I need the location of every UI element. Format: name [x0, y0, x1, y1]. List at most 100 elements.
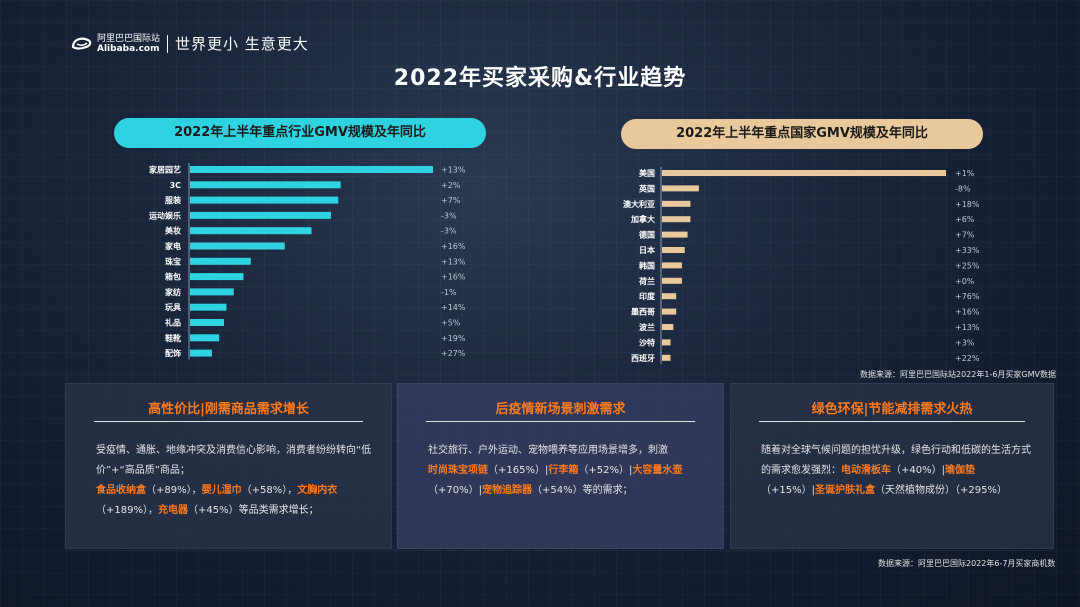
yoy-label: +6% — [955, 215, 975, 224]
category-label: 加拿大 — [630, 214, 655, 224]
panel-divider — [94, 421, 363, 422]
panel-text-part: （+58%）， — [241, 485, 298, 496]
bar — [190, 288, 234, 296]
yoy-label: +18% — [955, 200, 980, 209]
brand-logo: 阿里巴巴国际站 Alibaba.com 世界更小 生意更大 — [70, 33, 309, 54]
bar — [662, 354, 671, 361]
highlight-product: 时尚珠宝项链 — [428, 465, 488, 476]
category-label: 服装 — [165, 195, 181, 205]
category-label: 荷兰 — [638, 276, 655, 286]
yoy-label: +13% — [955, 323, 980, 332]
bar — [190, 257, 251, 265]
source-note-charts: 数据来源：阿里巴巴国际站2022年1-6月买家GMV数据 — [860, 370, 1056, 379]
yoy-label: +16% — [441, 273, 466, 282]
category-label: 波兰 — [639, 322, 655, 332]
category-label: 箱包 — [165, 272, 181, 282]
category-label: 珠宝 — [165, 256, 181, 266]
panel-text: 受疫情、通胀、地缘冲突及消费信心影响，消费者纷纷转向“低价”+“高品质”商品； … — [96, 441, 373, 521]
category-label: 运动娱乐 — [149, 210, 181, 220]
yoy-label: +14% — [441, 303, 466, 312]
bar — [190, 211, 331, 219]
category-label: 玩具 — [165, 303, 181, 312]
yoy-label: +19% — [441, 334, 466, 343]
highlight-product: 充电器 — [157, 505, 188, 516]
category-label: 沙特 — [639, 337, 655, 347]
industry-chart-title: 2022年上半年重点行业GMV规模及年同比 — [114, 118, 486, 148]
highlight-product: 婴儿湿巾 — [201, 485, 242, 496]
category-label: 墨西哥 — [631, 307, 655, 317]
bar — [662, 277, 682, 284]
category-label: 美妆 — [165, 226, 181, 236]
yoy-label: +7% — [955, 231, 975, 240]
panel-value-for-money: 高性价比|刚需商品需求增长 受疫情、通胀、地缘冲突及消费信心影响，消费者纷纷转向… — [65, 383, 392, 549]
bar — [190, 227, 312, 235]
brand-slogan: 世界更小 生意更大 — [175, 35, 309, 53]
yoy-label: -1% — [441, 288, 457, 297]
yoy-label: +33% — [955, 246, 980, 255]
highlight-product: 电动滑板车 — [841, 465, 891, 476]
source-note-panels: 数据来源：阿里巴巴国际2022年6-7月买家商机数 — [878, 559, 1056, 568]
highlight-product: 圣诞护肤礼盒 — [814, 485, 875, 496]
bar — [662, 185, 699, 192]
highlight-product: 瑜伽垫 — [944, 465, 975, 476]
yoy-label: +27% — [441, 349, 466, 358]
panel-text-part: 随着对全球气候问题的担忧升级，绿色行动和低碳的生活方式的需求愈发强烈： — [761, 445, 1031, 476]
yoy-label: -3% — [441, 227, 457, 236]
category-label: 印度 — [639, 291, 656, 301]
category-label: 礼品 — [165, 318, 181, 328]
panel-text-part: 受疫情、通胀、地缘冲突及消费信心影响，消费者纷纷转向“低价”+“高品质”商品； — [96, 445, 372, 476]
panel-divider — [759, 421, 1025, 422]
highlight-product: 宠物追踪器 — [481, 485, 532, 496]
category-label: 西班牙 — [631, 353, 655, 363]
category-label: 美国 — [639, 168, 655, 178]
category-label: 家居园艺 — [149, 165, 181, 175]
yoy-label: +16% — [441, 242, 466, 251]
panel-text-part: （+15%）| — [761, 485, 815, 496]
yoy-label: +5% — [441, 319, 461, 328]
yoy-label: +3% — [955, 338, 975, 347]
yoy-label: +13% — [441, 257, 466, 266]
yoy-label: +25% — [955, 261, 980, 270]
highlight-product: 食品收纳盒 — [96, 485, 146, 496]
yoy-label: +2% — [441, 181, 461, 190]
panel-text-part: （+70%）| — [428, 485, 482, 496]
bar — [190, 196, 339, 204]
panel-text-part: （+45%）等品类需求增长； — [187, 505, 319, 516]
highlight-product: 文胸内衣 — [297, 485, 338, 496]
logo-english: Alibaba.com — [97, 43, 160, 54]
yoy-label: +0% — [955, 277, 975, 286]
bar — [662, 247, 685, 253]
yoy-label: +13% — [441, 166, 466, 175]
bar — [190, 273, 244, 281]
panel-text-part: （+89%）， — [146, 485, 202, 496]
panel-text-part: （+54%）等的需求； — [531, 485, 633, 496]
category-label: 配饰 — [165, 348, 181, 358]
bar — [662, 170, 946, 176]
bar — [190, 349, 212, 357]
panel-text-part: 社交旅行、户外运动、宠物喂养等应用场景增多，刺激 — [428, 445, 668, 456]
category-label: 家纺 — [165, 287, 181, 297]
panel-title: 绿色环保|节能减排需求火热 — [811, 402, 973, 417]
yoy-label: -8% — [955, 184, 971, 193]
country-chart-title: 2022年上半年重点国家GMV规模及年同比 — [621, 119, 983, 149]
panel-text-part: （+40%）| — [891, 465, 945, 476]
category-label: 韩国 — [639, 260, 655, 270]
panel-post-pandemic: 后疫情新场景刺激需求 社交旅行、户外运动、宠物喂养等应用场景增多，刺激 时尚珠宝… — [397, 383, 724, 549]
bar — [662, 293, 677, 300]
panel-text: 随着对全球气候问题的担忧升级，绿色行动和低碳的生活方式的需求愈发强烈：电动滑板车… — [761, 441, 1035, 501]
panel-text: 社交旅行、户外运动、宠物喂养等应用场景增多，刺激 时尚珠宝项链（+165%）|行… — [428, 441, 705, 501]
category-label: 英国 — [638, 183, 655, 193]
panel-title: 高性价比|刚需商品需求增长 — [148, 402, 309, 417]
panel-text-part: （+52%）| — [578, 465, 633, 476]
panel-divider — [426, 421, 695, 422]
bar — [662, 216, 691, 223]
bar — [662, 231, 688, 238]
panel-text-part: （+165%）| — [488, 465, 549, 476]
panel-text-part: （+189%）， — [96, 505, 158, 516]
yoy-label: +22% — [955, 354, 980, 363]
yoy-label: +16% — [955, 308, 980, 317]
category-label: 澳大利亚 — [623, 199, 655, 209]
bar — [662, 262, 682, 269]
alibaba-smile-icon — [70, 35, 94, 53]
